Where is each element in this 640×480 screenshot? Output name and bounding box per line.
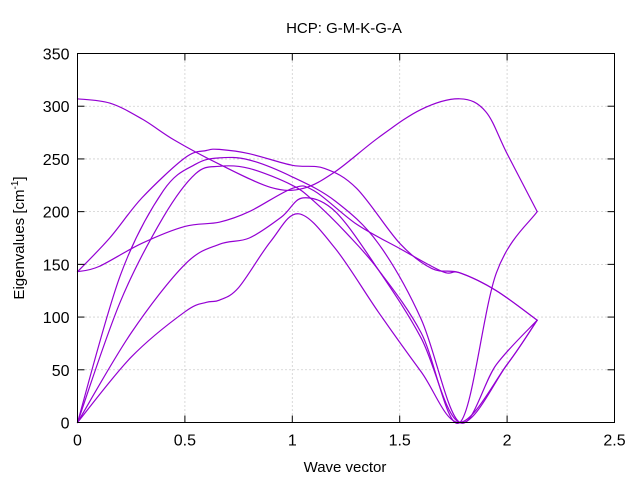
y-tick-label: 350	[43, 47, 70, 64]
band-line-2	[76, 197, 538, 424]
band-line-5	[76, 185, 538, 321]
x-tick-label: 1	[288, 433, 297, 450]
y-axis-label-sup: -1	[10, 180, 21, 189]
x-tick-label: 1.5	[389, 433, 411, 450]
y-tick-label: 100	[43, 310, 70, 327]
y-tick-label: 300	[43, 99, 70, 116]
x-tick-label: 2.5	[603, 433, 625, 450]
y-tick-label: 50	[52, 363, 70, 380]
series-group	[76, 98, 538, 424]
band-line-6	[76, 148, 538, 321]
x-tick-label: 0.5	[174, 433, 196, 450]
y-tick-label: 250	[43, 152, 70, 169]
y-tick-label: 150	[43, 257, 70, 274]
chart-title: HCP: G-M-K-G-A	[286, 20, 402, 37]
y-axis-label-main: Eigenvalues [cm	[11, 190, 28, 300]
y-axis-label-end: ]	[11, 176, 28, 180]
y-tick-label: 0	[61, 416, 70, 433]
band-line-3	[76, 165, 538, 424]
y-axis-label: Eigenvalues [cm-1]	[10, 176, 28, 299]
x-tick-label: 0	[73, 433, 82, 450]
x-axis-label: Wave vector	[304, 459, 387, 476]
x-tick-label: 2	[503, 433, 512, 450]
y-tick-label: 200	[43, 205, 70, 222]
band-line-7	[76, 98, 538, 213]
grid	[77, 53, 615, 423]
plot-frame	[77, 53, 615, 423]
tick-labels: 0 0.5 1 1.5 2 2.5 0 50 100 150 200 250 300 350	[43, 47, 626, 450]
band-line-1	[76, 213, 538, 424]
axis-ticks	[77, 53, 615, 423]
